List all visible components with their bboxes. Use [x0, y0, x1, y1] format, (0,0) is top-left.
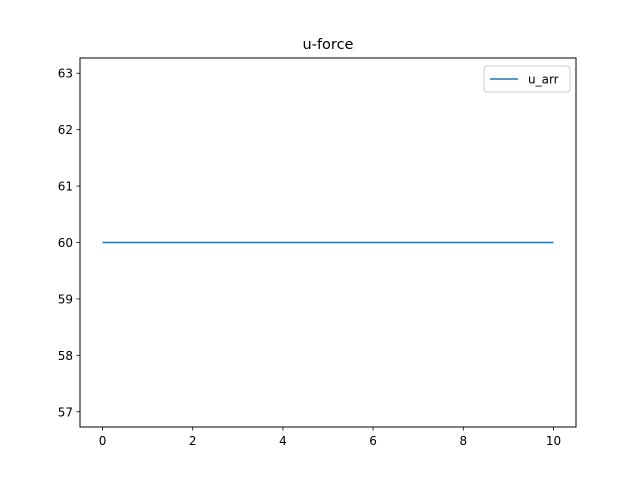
y-tick-label: 58	[58, 349, 73, 363]
x-tick-label: 8	[459, 434, 467, 448]
y-tick-label: 57	[58, 405, 73, 419]
legend: u_arr	[483, 65, 571, 93]
plot-area: 0 2 4 6 8 10 57 58 59 60 61 62 63	[58, 57, 577, 448]
legend-box	[483, 65, 571, 93]
y-tick-label: 61	[58, 180, 73, 194]
chart-title: u-force	[303, 37, 354, 53]
y-tick-label: 62	[58, 123, 73, 137]
x-tick-label: 10	[546, 434, 561, 448]
y-axis-ticks: 57 58 59 60 61 62 63	[58, 67, 80, 419]
axes-frame	[79, 57, 577, 428]
y-tick-label: 59	[58, 292, 73, 306]
x-tick-label: 2	[189, 434, 197, 448]
y-tick-label: 63	[58, 67, 73, 81]
x-tick-label: 0	[99, 434, 107, 448]
x-axis-ticks: 0 2 4 6 8 10	[99, 427, 561, 448]
x-tick-label: 4	[279, 434, 287, 448]
legend-label-u-arr: u_arr	[528, 73, 559, 87]
y-tick-label: 60	[58, 236, 73, 250]
x-tick-label: 6	[369, 434, 377, 448]
